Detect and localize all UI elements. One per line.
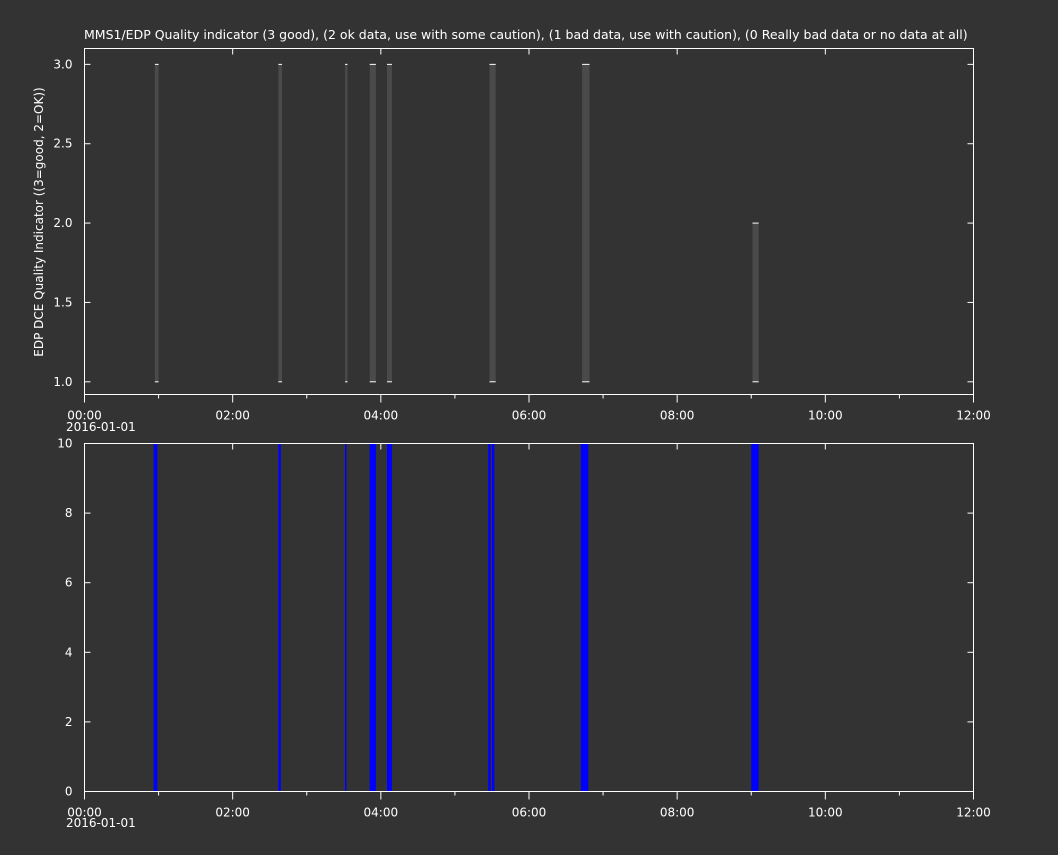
y-tick-label: 10: [57, 437, 72, 451]
data-bar: [369, 443, 376, 792]
y-axis-ticks: 0 2 4 6 8 10: [57, 437, 974, 799]
date-label: 2016-01-01: [66, 420, 136, 434]
quality-indicator-panel: MMS1/EDP Quality indicator (3 good), (2 …: [32, 27, 991, 434]
y-tick-label: 0: [65, 785, 73, 799]
x-tick-label: 12:00: [956, 409, 991, 423]
date-label: 2016-01-01: [66, 816, 136, 830]
chart-title: MMS1/EDP Quality indicator (3 good), (2 …: [84, 27, 968, 42]
x-tick-label: 08:00: [660, 409, 695, 423]
x-tick-label: 06:00: [512, 806, 547, 820]
y-axis-ticks: 1.0 1.5 2.0 2.5 3.0: [53, 57, 974, 389]
data-bar: [488, 443, 491, 792]
data-bar: [278, 64, 283, 382]
spike-panel: 0 2 4 6 8 10 00:00 02:00 04:00 06:00 08:00 10:00 12…: [57, 437, 991, 831]
x-tick-label: 10:00: [808, 409, 843, 423]
y-tick-label: 3.0: [53, 57, 72, 71]
y-axis-label: EDP DCE Quality Indicator ((3=good, 2=OK…: [32, 87, 46, 356]
x-tick-label: 04:00: [364, 409, 399, 423]
x-axis-ticks: 00:00 02:00 04:00 06:00 08:00 10:00 12:00: [67, 443, 991, 820]
y-tick-label: 4: [65, 645, 73, 659]
y-tick-label: 2.0: [53, 216, 72, 230]
data-bar: [345, 64, 348, 382]
data-bar: [387, 443, 392, 792]
x-tick-label: 00:00: [67, 806, 102, 820]
x-tick-label: 02:00: [215, 806, 250, 820]
data-bar: [491, 443, 495, 792]
data-bar: [580, 443, 589, 792]
data-bar: [489, 64, 496, 382]
x-tick-label: 12:00: [956, 806, 991, 820]
data-bar: [278, 443, 281, 792]
x-tick-label: 10:00: [808, 806, 843, 820]
data-bar: [369, 64, 376, 382]
y-tick-label: 8: [65, 506, 73, 520]
y-tick-label: 6: [65, 576, 73, 590]
spike-bars: [153, 443, 759, 792]
data-bar: [582, 64, 590, 382]
x-tick-label: 08:00: [660, 806, 695, 820]
x-tick-label: 00:00: [67, 409, 102, 423]
data-bar: [387, 64, 392, 382]
data-bar: [345, 443, 347, 792]
data-bar: [752, 223, 759, 382]
y-tick-label: 2.5: [53, 137, 72, 151]
y-tick-label: 1.5: [53, 295, 72, 309]
x-axis-ticks: 00:00 02:00 04:00 06:00 08:00 10:00 12:00: [67, 48, 991, 423]
y-tick-label: 1.0: [53, 375, 72, 389]
x-tick-label: 04:00: [364, 806, 399, 820]
y-tick-label: 2: [65, 715, 73, 729]
data-bar: [751, 443, 759, 792]
x-tick-label: 06:00: [512, 409, 547, 423]
quality-bars: [154, 63, 759, 383]
data-bar: [154, 64, 159, 382]
x-tick-label: 02:00: [215, 409, 250, 423]
data-bar: [153, 443, 158, 792]
